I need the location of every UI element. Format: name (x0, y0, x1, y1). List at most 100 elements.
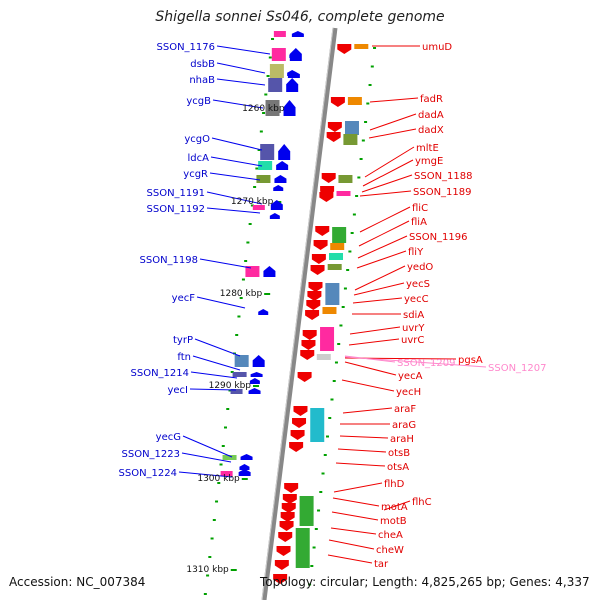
gene-arrow-minus-strand (239, 464, 250, 470)
gene-label-leader (216, 45, 271, 55)
gene-label-right: motA (381, 502, 408, 513)
tick-mark (246, 241, 250, 244)
gene-box-right (299, 496, 314, 526)
gene-label-leader (332, 497, 380, 507)
gene-arrow-plus-strand (292, 418, 307, 428)
gene-arrow-minus-strand (289, 52, 300, 58)
gene-arrow-minus-strand (252, 355, 265, 367)
gene-label-leader (341, 379, 395, 392)
gene-label-left: ycgB (186, 96, 211, 107)
gene-label-right: uvrY (402, 323, 425, 334)
kbp-tick (264, 293, 271, 295)
tick-mark (368, 84, 372, 86)
gene-arrow-plus-strand (327, 122, 342, 132)
gene-box-left (256, 175, 271, 183)
gene-label-right: fadR (420, 94, 443, 105)
tick-mark (366, 102, 370, 105)
kbp-tick (241, 478, 248, 480)
gene-box-left (252, 205, 265, 210)
tick-mark (266, 75, 270, 77)
gene-label-leader (356, 250, 407, 269)
gene-label-left: dsbB (190, 59, 215, 70)
gene-label-leader (352, 297, 403, 304)
tick-mark (224, 426, 228, 429)
gene-label-leader (199, 258, 252, 269)
gene-box-left (234, 355, 249, 367)
gene-box-right (347, 97, 362, 105)
tick-mark (212, 519, 216, 521)
gene-label-left: ftn (177, 352, 191, 363)
gene-label-leader (342, 407, 393, 414)
gene-label-leader (216, 78, 266, 86)
gene-label-leader (337, 448, 387, 453)
gene-label-leader (344, 361, 397, 376)
tick-mark (321, 472, 325, 475)
gene-label-leader (331, 511, 379, 521)
tick-mark (373, 47, 377, 49)
gene-arrow-plus-strand (313, 240, 328, 250)
gene-label-right: umuD (422, 42, 452, 53)
gene-box-left (230, 389, 243, 394)
gene-arrow-plus-strand (284, 483, 299, 493)
tick-mark (219, 463, 223, 466)
gene-arrow-plus-strand (289, 442, 304, 452)
tick-mark (323, 454, 327, 456)
gene-label-right: araF (394, 404, 416, 415)
tick-mark (237, 315, 241, 318)
gene-box-right (330, 243, 345, 250)
gene-label-leader (178, 471, 233, 478)
gene-label-right: mltE (416, 143, 439, 154)
gene-arrow-minus-strand (248, 388, 261, 394)
gene-label-right: tar (374, 559, 389, 570)
gene-label-left: ycgR (183, 169, 208, 180)
gene-arrow-plus-strand (330, 97, 345, 107)
gene-box-right (320, 327, 335, 351)
gene-label-left: yecF (172, 293, 196, 304)
gene-arrow-plus-strand (297, 372, 312, 382)
kbp-tick (230, 569, 237, 571)
tick-mark (257, 149, 261, 151)
gene-label-leader (358, 220, 410, 247)
gene-label-pseudo: pgsA (458, 355, 483, 366)
gene-label-right: SSON_1189 (413, 187, 472, 198)
tick-mark (359, 158, 363, 160)
gene-label-right: yecS (406, 279, 430, 290)
tick-mark (341, 306, 345, 308)
tick-mark (370, 65, 374, 68)
gene-label-right: otsB (388, 448, 410, 459)
tick-mark (244, 260, 248, 262)
tick-mark (350, 232, 354, 234)
gene-label-right: fliA (411, 217, 427, 228)
gene-label-pseudo: SSON_1207 (488, 363, 547, 374)
gene-label-left: SSON_1214 (131, 368, 190, 379)
gene-label-leader (189, 388, 237, 391)
tick-mark (230, 371, 234, 373)
gene-box-right (327, 264, 342, 270)
kbp-marker-label: 1300 kbp (197, 474, 240, 484)
gene-arrow-plus-strand (276, 546, 291, 556)
tick-mark (339, 324, 343, 327)
gene-label-leader (330, 527, 377, 535)
gene-label-right: cheA (378, 530, 403, 541)
gene-label-leader (344, 356, 487, 368)
kbp-marker-label: 1270 kbp (231, 197, 274, 207)
tick-mark (328, 417, 332, 419)
tick-mark (308, 583, 312, 586)
gene-label-leader (362, 159, 414, 187)
gene-label-right: flhC (412, 497, 432, 508)
genome-backbone-shadow (261, 27, 334, 600)
tick-mark (228, 389, 232, 392)
gene-arrow-minus-strand (287, 70, 298, 76)
genome-backbone (261, 27, 338, 600)
gene-label-right: sdiA (403, 310, 424, 321)
tick-mark (221, 445, 225, 447)
gene-label-leader (196, 296, 246, 309)
gene-arrow-plus-strand (281, 503, 296, 513)
gene-label-leader (212, 99, 264, 109)
gene-label-right: flhD (384, 479, 405, 490)
tick-mark (259, 130, 263, 133)
gene-label-left: SSON_1176 (157, 42, 216, 53)
gene-label-left: ldcA (188, 153, 210, 164)
gene-label-leader (383, 500, 411, 511)
